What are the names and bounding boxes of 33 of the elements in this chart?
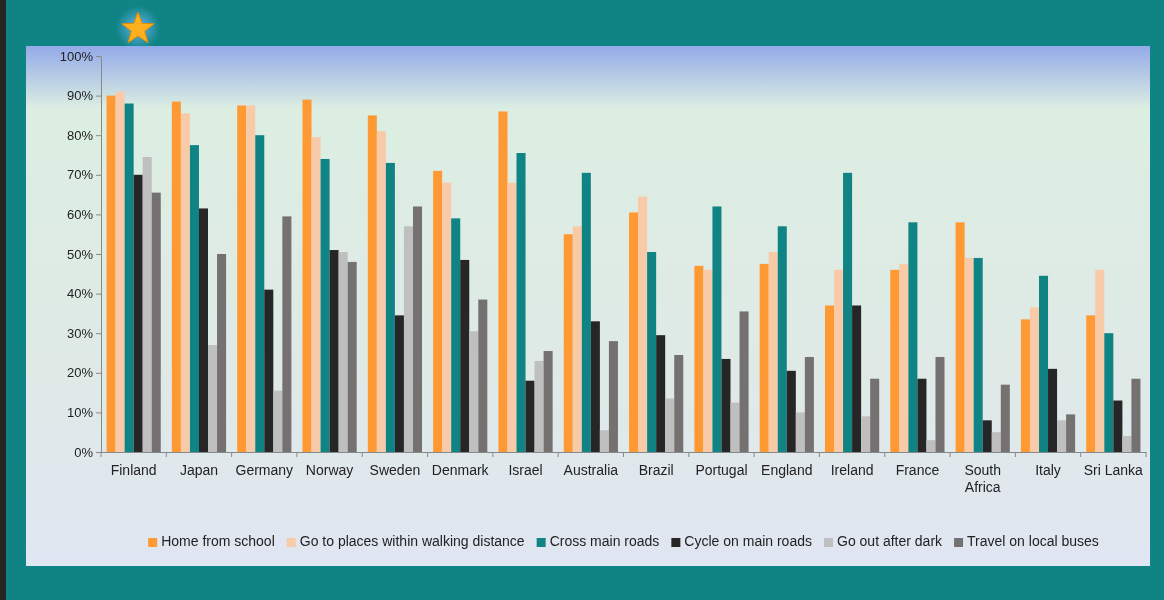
legend-label: Cycle on main roads [684, 533, 812, 549]
x-tick-label: Sweden [369, 461, 421, 478]
x-tick-label: Italy [1035, 461, 1061, 478]
y-tick-label: 0% [74, 444, 94, 460]
x-tick-label: Ireland [830, 461, 874, 478]
y-tick-label: 60% [66, 207, 94, 223]
legend-label: Go to places within walking distance [299, 533, 525, 549]
x-tick-label: Japan [179, 461, 219, 478]
x-tick-label: Germany [235, 461, 294, 478]
x-tick-label: Brazil [638, 461, 674, 478]
legend-label: Go out after dark [836, 533, 944, 549]
x-tick-label: Denmark [431, 461, 490, 478]
x-tick-label: Norway [305, 461, 354, 478]
y-tick-label: 40% [66, 286, 94, 302]
x-tick-label: Portugal [695, 461, 748, 478]
y-tick-label: 30% [66, 325, 94, 341]
x-tick-label: England [761, 461, 813, 478]
legend-label: Cross main roads [549, 533, 660, 549]
x-tick-label: France [895, 461, 940, 478]
legend-label: Home from school [161, 533, 275, 549]
legend-label: Travel on local buses [967, 533, 1099, 549]
x-tick-label: South Africa [964, 461, 1002, 495]
x-tick-label: Australia [563, 461, 619, 478]
y-tick-label: 70% [66, 167, 94, 183]
y-tick-label: 90% [66, 88, 94, 104]
x-tick-label: Finland [110, 461, 157, 478]
y-tick-label: 80% [66, 127, 94, 143]
x-tick-label: Sri Lanka [1083, 461, 1144, 478]
y-tick-label: 20% [66, 365, 94, 381]
y-tick-label: 50% [66, 246, 94, 262]
x-tick-label: Israel [508, 461, 543, 478]
y-tick-label: 10% [66, 405, 94, 421]
y-tick-label: 100% [59, 48, 94, 64]
